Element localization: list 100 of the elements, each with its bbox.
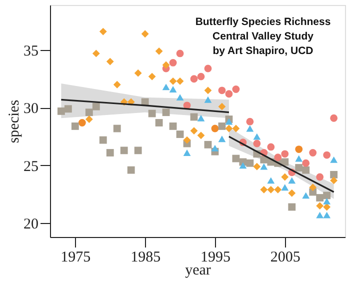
point <box>225 90 233 98</box>
point <box>134 146 142 154</box>
point <box>99 136 107 144</box>
point <box>253 133 261 140</box>
point <box>148 72 156 80</box>
point <box>323 192 331 200</box>
point <box>169 86 177 92</box>
point <box>274 154 282 162</box>
x-axis-title: year <box>185 262 211 278</box>
point <box>267 143 275 151</box>
point <box>71 122 79 130</box>
y-tick-label: 25 <box>24 158 38 175</box>
point <box>197 72 205 80</box>
y-tick-label: 20 <box>24 216 38 233</box>
point <box>169 59 177 66</box>
point <box>323 203 331 211</box>
point <box>176 94 184 101</box>
point <box>141 30 149 38</box>
point <box>155 47 163 55</box>
point <box>246 125 254 132</box>
point <box>281 150 289 158</box>
point <box>92 50 100 58</box>
point <box>113 124 121 132</box>
point <box>330 156 338 163</box>
point <box>218 86 226 94</box>
point <box>204 64 212 72</box>
point <box>190 75 198 83</box>
point <box>120 146 128 154</box>
point <box>155 119 163 126</box>
point <box>302 192 310 199</box>
point <box>295 146 303 153</box>
point <box>330 176 338 184</box>
point <box>323 198 331 204</box>
point <box>232 154 240 162</box>
y-tick-label: 35 <box>24 44 38 60</box>
point <box>232 124 240 132</box>
point <box>246 159 254 167</box>
point <box>211 144 219 152</box>
point <box>99 28 107 36</box>
point <box>204 140 212 148</box>
text: Central Valley Study by Art Shapiro, UCD <box>212 30 314 57</box>
point <box>204 96 212 103</box>
point <box>113 80 121 88</box>
point <box>197 132 205 140</box>
point <box>316 173 324 181</box>
point <box>330 170 338 178</box>
point <box>176 130 184 138</box>
point <box>218 102 226 110</box>
point <box>330 114 338 122</box>
point <box>148 110 156 118</box>
point <box>295 155 303 162</box>
point <box>323 212 331 218</box>
point <box>183 102 191 110</box>
point <box>281 173 289 181</box>
point <box>78 119 86 126</box>
point <box>302 166 310 174</box>
point <box>176 77 184 85</box>
point <box>85 116 93 123</box>
point <box>134 69 142 77</box>
point <box>162 108 170 116</box>
point <box>288 203 296 211</box>
point <box>295 164 303 172</box>
point <box>183 150 191 156</box>
x-tick-label: 1975 <box>60 250 91 266</box>
point <box>309 149 317 156</box>
point <box>218 122 226 130</box>
y-tick-label: 30 <box>24 101 38 118</box>
point <box>260 163 268 170</box>
point <box>288 189 296 197</box>
x-tick-label: 1985 <box>130 250 161 266</box>
point <box>288 177 296 184</box>
point <box>260 186 268 194</box>
point <box>232 86 240 93</box>
point <box>85 108 93 116</box>
point <box>162 84 170 90</box>
point <box>218 136 226 142</box>
point <box>302 159 310 167</box>
point <box>57 107 65 115</box>
point <box>197 114 205 122</box>
point <box>225 124 233 132</box>
point <box>281 184 289 191</box>
point <box>225 118 233 125</box>
point <box>316 212 324 218</box>
point <box>106 58 114 66</box>
point <box>239 162 247 169</box>
x-tick-label: 1995 <box>200 250 230 266</box>
point <box>253 162 261 170</box>
point <box>169 77 177 85</box>
point <box>309 184 317 192</box>
point <box>267 177 275 184</box>
point <box>183 136 191 144</box>
point <box>323 151 331 159</box>
point <box>253 140 261 148</box>
point <box>211 124 219 132</box>
point <box>92 102 100 110</box>
point <box>190 127 198 135</box>
point <box>176 50 184 58</box>
y-axis-title: species <box>6 100 22 144</box>
text: Butterfly Species Richness <box>195 16 331 28</box>
point <box>162 61 170 69</box>
